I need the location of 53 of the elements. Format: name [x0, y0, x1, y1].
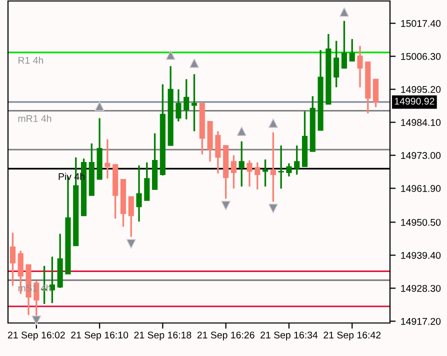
- x-tick-label: 21 Sep 16:34: [260, 332, 318, 340]
- point: [268, 204, 278, 214]
- y-tick-label: 14950.50: [401, 218, 441, 226]
- x-tick-label: 21 Sep 16:18: [134, 332, 192, 340]
- candlestick: [270, 132, 276, 203]
- point: [189, 58, 200, 68]
- x-tick-label: 21 Sep 16:02: [8, 332, 65, 340]
- point: [236, 126, 246, 136]
- y-tick-label: 14995.20: [401, 86, 441, 93]
- candlestick: [128, 196, 134, 238]
- point: [166, 50, 176, 60]
- candlestick: [278, 144, 284, 190]
- candlestick: [254, 162, 260, 190]
- y-tick-label: 14928.30: [401, 284, 441, 292]
- candlestick: [230, 154, 237, 190]
- candlestick: [294, 144, 300, 176]
- x-tick-label: 21 Sep 16:42: [324, 332, 381, 340]
- y-tick-label: 14917.20: [401, 318, 441, 325]
- candlestick: [191, 73, 198, 132]
- ref-line-label: mR1 4h: [18, 114, 52, 122]
- candlestick: [176, 88, 182, 122]
- ref-line-label: R1 4h: [18, 56, 44, 64]
- candlestick: [246, 160, 252, 188]
- candlestick: [341, 20, 348, 70]
- candlestick: [104, 138, 110, 180]
- candlestick: [349, 38, 355, 62]
- candlestick: [238, 140, 244, 188]
- y-tick-label: 14984.10: [401, 119, 441, 126]
- point: [32, 316, 42, 326]
- candlestick: [357, 45, 363, 88]
- candlestick: [144, 162, 150, 202]
- candlestick: [10, 232, 16, 287]
- y-tick-label: 14961.90: [401, 185, 441, 192]
- point: [221, 200, 231, 210]
- x-tick-label: 21 Sep 16:10: [71, 332, 128, 340]
- y-tick-label: 15017.40: [401, 20, 441, 27]
- candlestick: [184, 78, 190, 120]
- candlestick: [49, 256, 55, 304]
- y-tick-label: 14973.00: [401, 152, 441, 159]
- point: [268, 118, 278, 128]
- candlestick: [334, 40, 340, 88]
- candlestick: [262, 158, 268, 188]
- y-tick-label: 15006.30: [401, 53, 441, 60]
- point: [126, 239, 136, 249]
- candlestick: [373, 78, 379, 108]
- candlestick: [136, 164, 142, 222]
- point: [339, 7, 350, 17]
- candlestick: [215, 130, 221, 174]
- point: [94, 101, 104, 112]
- x-tick-label: 21 Sep 16:26: [197, 332, 254, 340]
- candlestick: [286, 162, 292, 178]
- ref-line-label: 14990.92: [394, 98, 434, 105]
- y-tick-label: 14939.40: [401, 252, 441, 259]
